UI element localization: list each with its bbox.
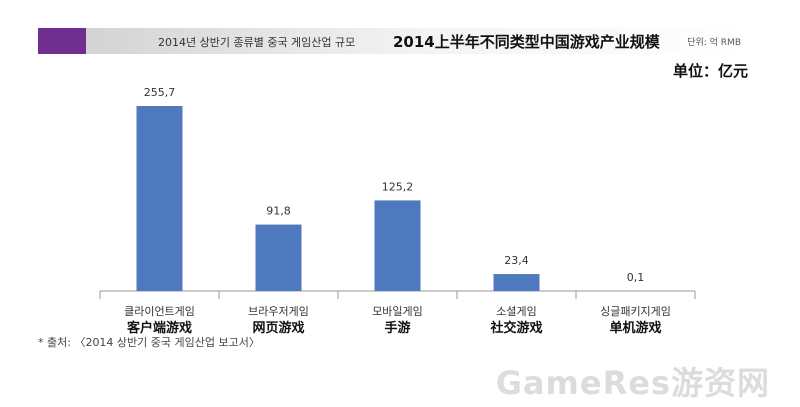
title-bar: 2014년 상반기 종류별 중국 게임산업 규모 2014上半年不同类型中国游戏… [38, 28, 751, 54]
x-tick-label-korean: 브라우저게임 [248, 305, 309, 318]
watermark: GameRes游资网 [495, 364, 770, 402]
data-label: 0,1 [627, 271, 645, 284]
x-tick-label-korean: 모바일게임 [372, 304, 423, 318]
source-note: * 출처: 〈2014 상반기 중국 게임산업 보고서〉 [38, 336, 260, 349]
unit-label-chinese: 单位：亿元 [672, 62, 748, 80]
x-tick-label-korean: 클라이언트게임 [124, 305, 195, 318]
bar-3 [374, 200, 421, 291]
bar-2 [255, 224, 302, 291]
data-label: 91,8 [266, 205, 291, 218]
title-accent-block [38, 28, 86, 54]
unit-label-korean: 단위: 억 RMB [687, 38, 741, 48]
chart-title: 2014上半年不同类型中国游戏产业规模 [393, 33, 660, 51]
data-label: 255,7 [144, 86, 176, 99]
title-korean: 2014년 상반기 종류별 중국 게임산업 규모 [158, 36, 356, 49]
x-tick-label: 网页游戏 [252, 320, 304, 336]
x-tick-label-korean: 싱글패키지게임 [600, 305, 671, 318]
x-tick-label: 客户端游戏 [127, 320, 192, 336]
bar-4 [493, 274, 540, 291]
bar-1 [136, 106, 183, 291]
x-tick-label: 单机游戏 [609, 320, 661, 336]
x-tick-label: 手游 [384, 320, 410, 336]
x-tick-label-korean: 소셜게임 [496, 305, 536, 318]
data-label: 23,4 [504, 254, 529, 267]
x-tick-label: 社交游戏 [489, 320, 542, 336]
data-label: 125,2 [382, 180, 414, 193]
